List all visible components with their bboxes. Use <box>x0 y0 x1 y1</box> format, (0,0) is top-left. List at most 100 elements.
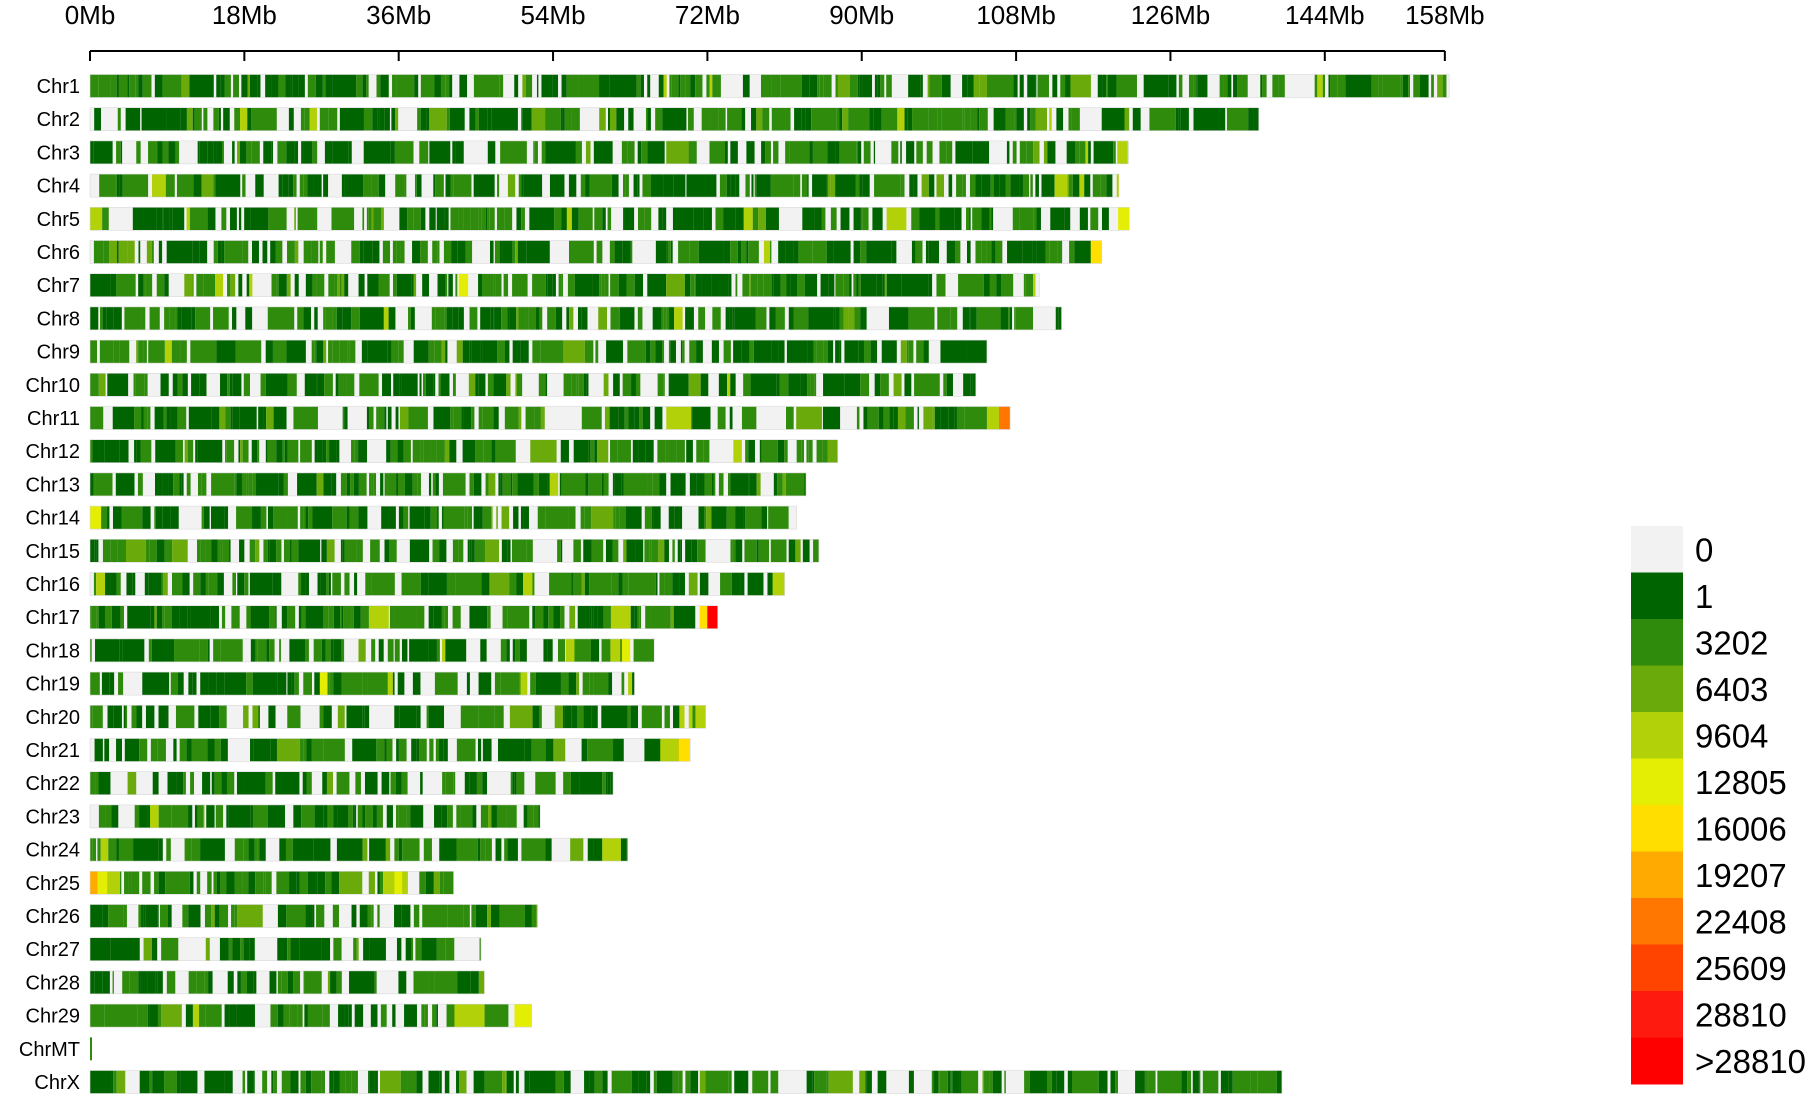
density-bin <box>152 1070 165 1094</box>
density-bin <box>422 904 448 928</box>
density-bin <box>621 472 624 496</box>
density-bin <box>576 672 580 696</box>
density-bin <box>532 705 540 729</box>
density-bin <box>354 804 357 828</box>
density-bin <box>746 140 755 164</box>
density-bin <box>270 738 277 762</box>
density-bin <box>591 605 594 629</box>
density-bin <box>263 140 272 164</box>
density-bin <box>771 74 781 98</box>
density-bin <box>244 572 249 596</box>
density-bin <box>814 373 817 397</box>
density-bin <box>645 439 654 463</box>
chromosome-bar <box>89 605 718 630</box>
density-bin <box>785 107 791 131</box>
density-bin <box>668 373 689 397</box>
density-bin <box>193 572 201 596</box>
density-bin <box>155 970 158 994</box>
density-bin <box>584 340 594 364</box>
density-bin <box>877 74 881 98</box>
density-bin <box>294 207 296 231</box>
density-bin <box>255 638 258 662</box>
density-bin <box>610 439 618 463</box>
density-bin <box>90 273 111 297</box>
density-bin <box>293 174 297 198</box>
density-bin <box>373 472 377 496</box>
density-bin <box>250 804 253 828</box>
density-bin <box>252 506 261 530</box>
density-bin <box>1047 1070 1052 1094</box>
density-bin <box>246 970 254 994</box>
density-bin <box>394 705 400 729</box>
density-bin <box>145 539 150 563</box>
density-bin <box>858 340 864 364</box>
density-bin <box>333 937 342 961</box>
density-bin <box>249 937 255 961</box>
density-bin <box>369 406 374 430</box>
density-bin <box>303 672 313 696</box>
density-bin <box>372 804 377 828</box>
density-bin <box>207 638 210 662</box>
density-bin <box>475 904 488 928</box>
density-bin <box>591 506 614 530</box>
density-bin <box>943 373 947 397</box>
density-bin <box>456 738 476 762</box>
density-bin <box>741 1070 749 1094</box>
density-bin <box>102 207 109 231</box>
density-bin <box>888 306 909 330</box>
density-bin <box>633 638 655 662</box>
density-bin <box>149 1070 153 1094</box>
density-bin <box>545 506 569 530</box>
density-bin <box>1181 1070 1188 1094</box>
density-bin <box>835 340 840 364</box>
density-bin <box>882 273 885 297</box>
density-bin <box>205 572 209 596</box>
density-bin <box>154 406 164 430</box>
density-bin <box>117 107 121 131</box>
density-bin <box>257 74 261 98</box>
density-bin <box>217 240 222 264</box>
density-bin <box>1066 140 1076 164</box>
density-bin <box>112 406 135 430</box>
density-bin <box>663 174 670 198</box>
density-bin <box>399 705 417 729</box>
density-bin <box>1262 74 1267 98</box>
density-bin <box>413 970 421 994</box>
density-hotspot <box>660 738 679 762</box>
density-bin <box>649 539 652 563</box>
density-bin <box>1035 107 1047 131</box>
density-bin <box>634 605 638 629</box>
density-bin <box>396 273 412 297</box>
density-bin <box>117 240 119 264</box>
density-bin <box>281 1070 291 1094</box>
density-bin <box>398 340 404 364</box>
density-bin <box>194 107 202 131</box>
density-bin <box>618 572 623 596</box>
density-bin <box>252 705 259 729</box>
density-bin <box>516 306 519 330</box>
density-hotspot <box>1054 174 1068 198</box>
legend-label: 19207 <box>1695 857 1787 894</box>
density-bin <box>933 1070 939 1094</box>
density-bin <box>90 207 103 231</box>
density-bin <box>287 439 299 463</box>
density-bin <box>609 406 619 430</box>
density-bin <box>756 539 759 563</box>
density-bin <box>346 705 363 729</box>
density-bin <box>539 306 543 330</box>
density-bin <box>235 340 262 364</box>
density-bin <box>751 107 757 131</box>
density-bin <box>396 240 401 264</box>
density-bin <box>1178 74 1183 98</box>
density-bin <box>701 107 711 131</box>
density-bin <box>151 240 154 264</box>
legend-label: 12805 <box>1695 764 1787 801</box>
density-bin <box>735 207 744 231</box>
density-bin <box>247 1070 254 1094</box>
density-bin <box>90 373 99 397</box>
density-bin <box>456 1070 459 1094</box>
density-bin <box>849 273 852 297</box>
density-bin <box>384 539 389 563</box>
density-bin <box>479 373 486 397</box>
density-bin <box>673 705 680 729</box>
